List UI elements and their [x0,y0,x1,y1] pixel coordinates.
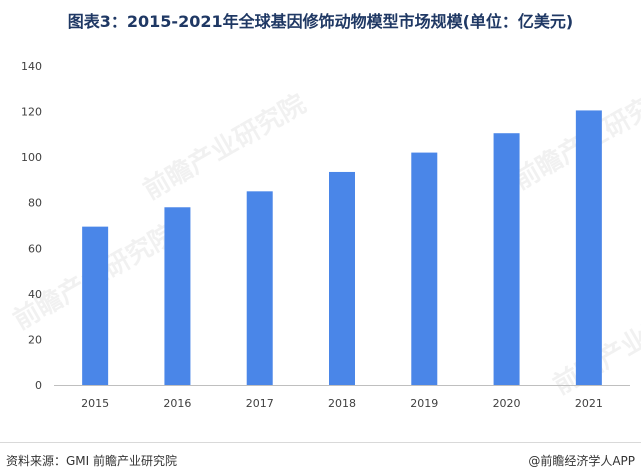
x-axis: 2015 2016 2017 2018 2019 2020 2021 [54,385,630,410]
x-tick-label: 2016 [163,397,191,410]
bar [493,133,520,385]
bar [411,152,438,385]
y-tick-label: 20 [28,333,42,346]
y-tick-label: 100 [21,151,42,164]
watermark-text: 前瞻产业研究院 [508,78,641,196]
x-tick-label: 2019 [410,397,438,410]
x-tick-label: 2021 [575,397,603,410]
bar [164,207,191,385]
y-tick-label: 60 [28,242,42,255]
bar [329,171,355,385]
bar-chart: 前瞻产业研究院前瞻产业研究院前瞻产业研究院前瞻产业研究院 02040608010… [8,60,641,410]
bar [82,226,109,385]
source-note: 资料来源：GMI 前瞻产业研究院 [6,454,178,468]
watermark-text: 前瞻产业研究院 [138,88,311,206]
chart-title: 图表3：2015-2021年全球基因修饰动物模型市场规模(单位：亿美元) [67,12,574,31]
x-tick-label: 2018 [328,397,356,410]
y-tick-label: 80 [28,197,42,210]
credit-note: @前瞻经济学人APP [528,454,635,468]
y-tick-label: 0 [35,379,42,392]
y-tick-label: 40 [28,288,42,301]
y-tick-label: 140 [21,60,42,73]
x-tick-label: 2020 [493,397,521,410]
x-tick-label: 2017 [246,397,274,410]
x-tick-label: 2015 [81,397,109,410]
y-axis: 0 20 40 60 80 100 120 140 [21,60,42,392]
bars-group [82,110,602,386]
bar [575,110,602,386]
y-tick-label: 120 [21,106,42,119]
footer: 资料来源：GMI 前瞻产业研究院 @前瞻经济学人APP [0,442,641,473]
bar [246,191,273,385]
